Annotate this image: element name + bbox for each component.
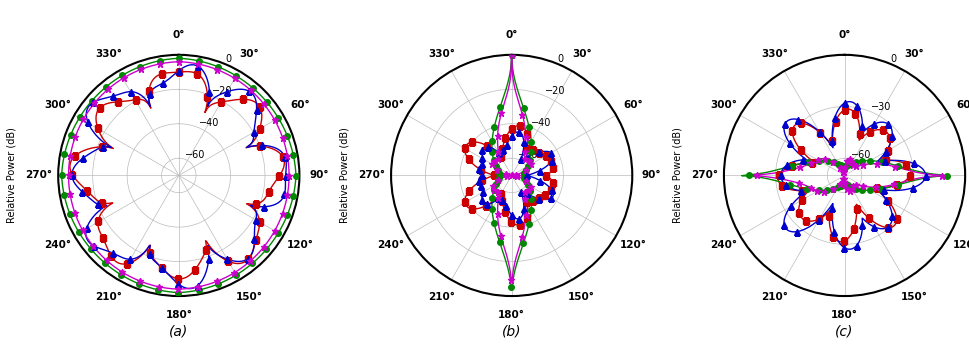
Y-axis label: Relative Power (dB): Relative Power (dB): [672, 128, 681, 223]
Text: (c): (c): [834, 325, 853, 339]
Text: (a): (a): [169, 325, 188, 339]
Y-axis label: Relative Power (dB): Relative Power (dB): [339, 128, 349, 223]
Text: (b): (b): [501, 325, 521, 339]
Y-axis label: Relative Power (dB): Relative Power (dB): [7, 128, 16, 223]
